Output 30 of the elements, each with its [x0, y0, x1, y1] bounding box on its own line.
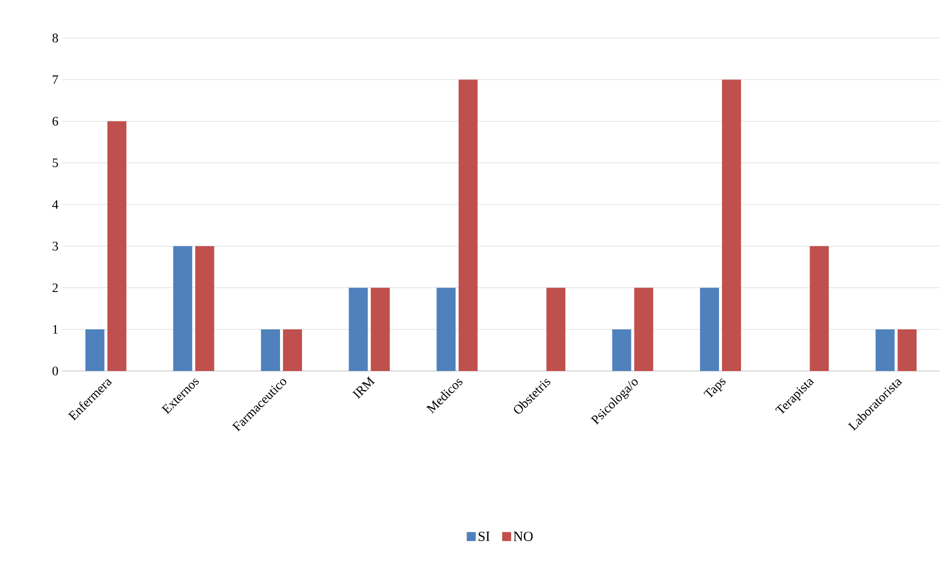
- y-tick-label: 7: [52, 75, 58, 84]
- legend-label: SI: [478, 532, 490, 542]
- bar: [700, 288, 720, 371]
- y-tick-label: 5: [52, 158, 58, 168]
- y-tick-label: 0: [52, 366, 58, 376]
- bar: [612, 329, 632, 371]
- y-tick-label: 2: [52, 283, 58, 292]
- bar: [283, 329, 302, 371]
- bar: [195, 246, 214, 371]
- bar: [876, 329, 895, 371]
- y-tick-label: 8: [52, 34, 58, 42]
- bar: [107, 121, 126, 371]
- legend-label: NO: [514, 532, 533, 542]
- bar: [810, 246, 829, 371]
- bar: [348, 288, 368, 371]
- y-tick-label: 4: [52, 200, 58, 209]
- bar: [546, 288, 566, 371]
- bar: [436, 288, 456, 371]
- bar: [370, 288, 390, 371]
- bar: [898, 329, 917, 371]
- bar: [261, 329, 280, 371]
- bar: [458, 80, 478, 371]
- bar: [634, 288, 654, 371]
- y-tick-label: 6: [52, 116, 58, 126]
- bar: [173, 246, 192, 371]
- y-tick-label: 3: [52, 242, 58, 250]
- bar: [722, 80, 742, 371]
- bar: [85, 329, 104, 371]
- y-tick-label: 1: [53, 325, 58, 334]
- x-tick-label: Taps: [704, 378, 726, 398]
